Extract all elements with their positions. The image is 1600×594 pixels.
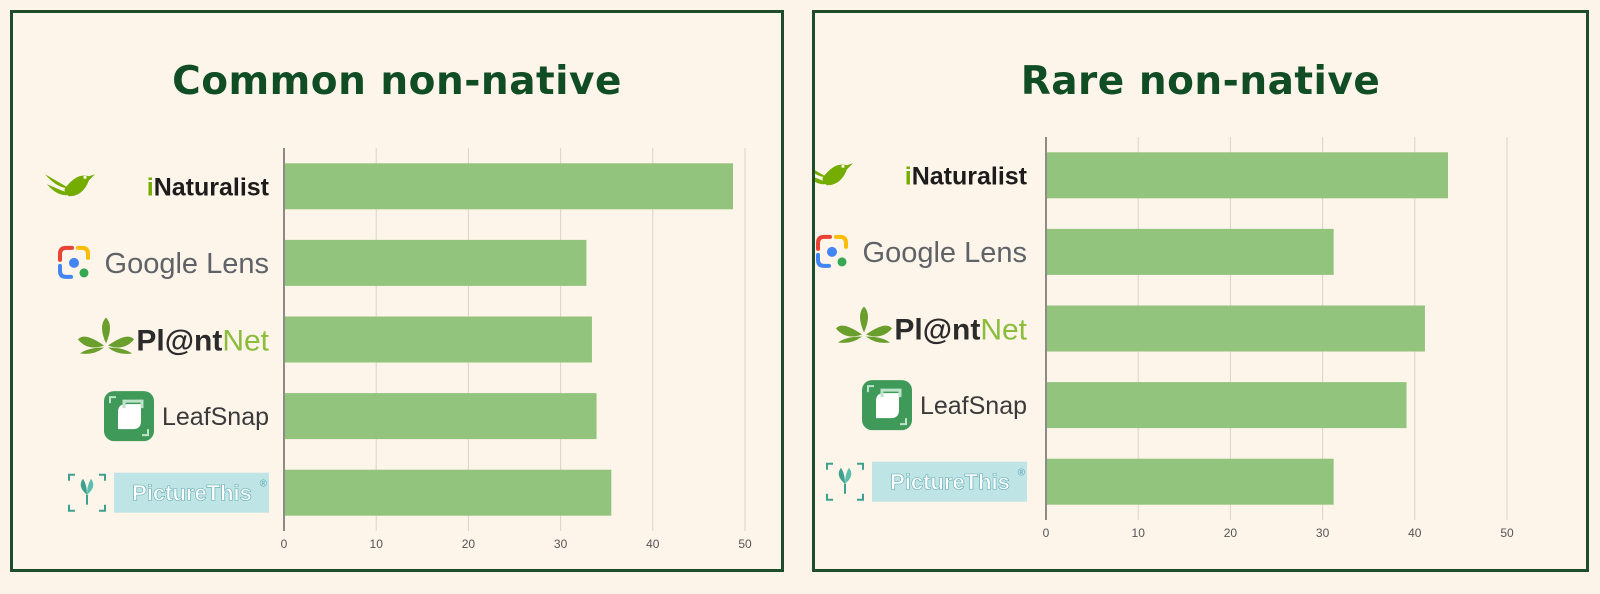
picturethis-wordmark: PictureThis bbox=[132, 481, 252, 506]
plantnet-wordmark: Pl@ntNet bbox=[136, 325, 269, 358]
leaves-icon bbox=[836, 306, 892, 343]
bar-plntnet bbox=[285, 316, 592, 363]
bar-leafsnap bbox=[1047, 382, 1407, 429]
x-tick-label: 50 bbox=[1500, 526, 1514, 540]
bar-googlelens bbox=[285, 239, 587, 286]
leafsnap-app-icon bbox=[104, 391, 154, 442]
picturethis-wordmark: PictureThis bbox=[890, 470, 1010, 495]
bar-picturethis bbox=[1047, 458, 1334, 505]
inaturalist-wordmark: iNaturalist bbox=[147, 173, 270, 201]
x-tick-label: 40 bbox=[646, 537, 660, 551]
registered-mark: ® bbox=[260, 479, 268, 490]
leafsnap-logo: LeafSnap bbox=[862, 380, 1027, 431]
leafsnap-app-icon bbox=[862, 380, 912, 431]
plantnet-wordmark: Pl@ntNet bbox=[894, 314, 1027, 347]
x-tick-label: 10 bbox=[1132, 526, 1146, 540]
picturethis-logo: PictureThis ® bbox=[68, 472, 269, 513]
bird-icon bbox=[815, 163, 853, 186]
plantnet-logo: Pl@ntNet bbox=[836, 306, 1028, 347]
flower-icon bbox=[68, 473, 106, 512]
bar-plntnet bbox=[1047, 305, 1425, 352]
plantnet-logo: Pl@ntNet bbox=[78, 317, 270, 358]
bar-inaturalist bbox=[1047, 152, 1448, 199]
inaturalist-wordmark: iNaturalist bbox=[905, 162, 1028, 190]
chart-title: Common non-native bbox=[172, 59, 622, 104]
chart-panel-common: Common non-native 0 10 20 30 40 50 iNaturalist… bbox=[10, 10, 784, 572]
x-tick-label: 10 bbox=[370, 537, 384, 551]
bar-leafsnap bbox=[285, 393, 597, 440]
leafsnap-wordmark: LeafSnap bbox=[920, 392, 1027, 420]
google-lens-logo: Google Lens bbox=[58, 245, 269, 280]
google-lens-logo: Google Lens bbox=[816, 234, 1027, 269]
leafsnap-logo: LeafSnap bbox=[104, 391, 269, 442]
x-tick-label: 20 bbox=[1224, 526, 1238, 540]
x-tick-label: 20 bbox=[462, 537, 476, 551]
picturethis-logo: PictureThis ® bbox=[826, 461, 1027, 502]
bar-picturethis bbox=[285, 469, 612, 516]
x-tick-label: 30 bbox=[1316, 526, 1330, 540]
chart-title: Rare non-native bbox=[1020, 59, 1381, 104]
flower-icon bbox=[826, 462, 864, 501]
inaturalist-logo: iNaturalist bbox=[815, 162, 1028, 190]
bar-googlelens bbox=[1047, 228, 1334, 275]
lens-icon bbox=[816, 234, 848, 268]
x-tick-label: 50 bbox=[738, 537, 752, 551]
leafsnap-wordmark: LeafSnap bbox=[162, 403, 269, 431]
registered-mark: ® bbox=[1018, 468, 1026, 479]
inaturalist-logo: iNaturalist bbox=[45, 173, 270, 201]
google-lens-wordmark: Google Lens bbox=[863, 237, 1027, 269]
chart-panel-rare: Rare non-native 0 10 20 30 40 50 iNaturalist Go… bbox=[812, 10, 1589, 572]
x-tick-label: 40 bbox=[1408, 526, 1422, 540]
leaves-icon bbox=[78, 317, 134, 354]
lens-icon bbox=[58, 245, 90, 279]
x-tick-label: 0 bbox=[1043, 526, 1050, 540]
bar-inaturalist bbox=[285, 163, 734, 210]
x-tick-label: 0 bbox=[281, 537, 288, 551]
bar-chart-common: 0 10 20 30 40 50 iNaturalist Google Lens Pl@ntNe… bbox=[45, 148, 752, 551]
bar-chart-rare: 0 10 20 30 40 50 iNaturalist Google Lens Pl@ntNe… bbox=[815, 137, 1514, 540]
x-tick-label: 30 bbox=[554, 537, 568, 551]
google-lens-wordmark: Google Lens bbox=[105, 248, 269, 280]
bird-icon bbox=[45, 174, 95, 197]
